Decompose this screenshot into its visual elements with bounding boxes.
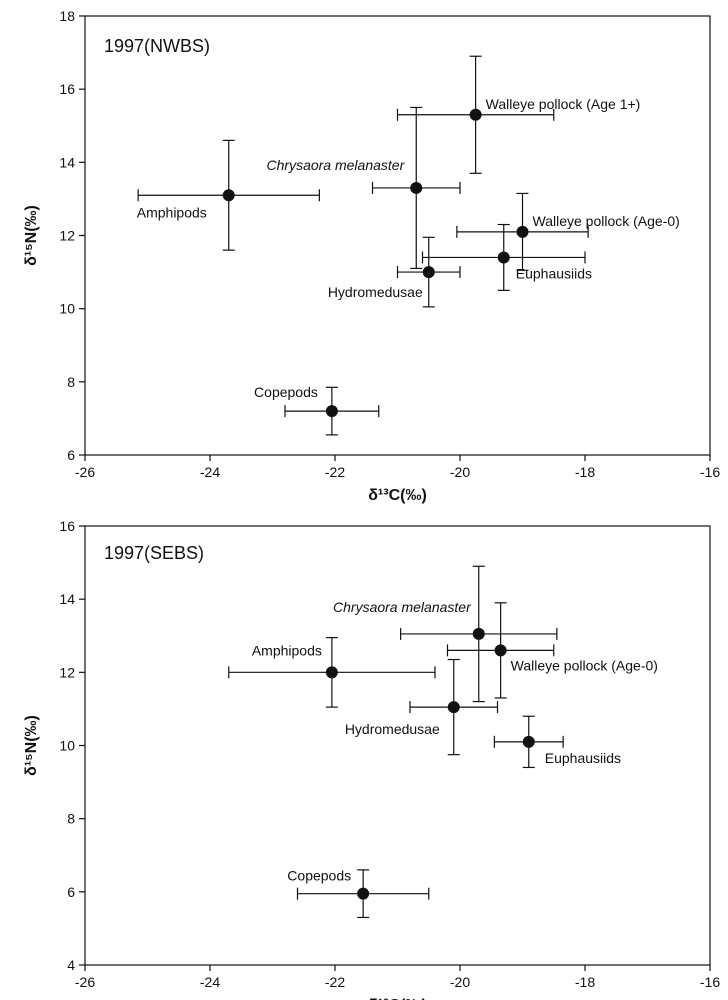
panel-2: 1997(SEBS) -26 -24 -22 -20 -18 -16 4 6 8 10 12 14 16 δ… xyxy=(23,518,720,1000)
data-point-copepods: Copepods xyxy=(254,384,380,436)
y-tick-label: 12 xyxy=(59,664,75,680)
point-label: Euphausiids xyxy=(545,750,621,766)
x-tick-label: -20 xyxy=(450,974,470,990)
y-tick-label: 18 xyxy=(59,8,75,24)
point-label: Walleye pollock (Age 1+) xyxy=(486,96,641,112)
marker xyxy=(422,266,435,279)
y-tick-label: 6 xyxy=(67,447,75,463)
point-label: Chrysaora melanaster xyxy=(267,157,406,173)
panel-title: 1997(SEBS) xyxy=(104,543,204,563)
panel-1: 1997(NWBS) -26 -24 -22 -20 -18 -16 6 8 10 12 14 16 18… xyxy=(23,8,720,504)
y-tick-label: 16 xyxy=(59,81,75,97)
data-point-hydromedusae: Hydromedusae xyxy=(345,658,499,756)
marker xyxy=(357,887,370,900)
x-axis-title: δ¹³C(‰) xyxy=(368,997,427,1000)
y-tick-label: 10 xyxy=(59,738,75,754)
x-axis-title: δ¹³C(‰) xyxy=(368,487,427,504)
y-tick-label: 16 xyxy=(59,518,75,534)
data-point-chrysaora-melanaster: Chrysaora melanaster xyxy=(333,565,558,703)
marker xyxy=(222,189,235,202)
x-tick-label: -22 xyxy=(325,974,345,990)
data-point-hydromedusae: Hydromedusae xyxy=(328,236,461,308)
point-label: Amphipods xyxy=(137,204,207,220)
data-point-amphipods: Amphipods xyxy=(137,139,320,251)
marker xyxy=(472,627,485,640)
point-label: Copepods xyxy=(287,868,351,884)
marker xyxy=(469,108,482,121)
y-axis-title: δ¹⁵N(‰) xyxy=(23,715,40,776)
y-tick-label: 12 xyxy=(59,228,75,244)
x-tick-label: -26 xyxy=(75,464,95,480)
data-point-euphausiids: Euphausiids xyxy=(421,223,592,291)
data-point-copepods: Copepods xyxy=(287,868,430,919)
x-tick-label: -18 xyxy=(575,974,595,990)
y-tick-label: 8 xyxy=(67,374,75,390)
marker xyxy=(325,405,338,418)
data-point-euphausiids: Euphausiids xyxy=(493,715,621,769)
data-point-walleye-pollock-age-0: Walleye pollock (Age-0) xyxy=(446,602,658,699)
marker xyxy=(522,735,535,748)
marker xyxy=(516,225,529,238)
y-tick-label: 4 xyxy=(67,957,75,973)
point-label: Amphipods xyxy=(252,642,322,658)
panel-title: 1997(NWBS) xyxy=(104,36,210,56)
data-point-amphipods: Amphipods xyxy=(228,636,436,708)
x-tick-label: -24 xyxy=(200,974,220,990)
x-tick-label: -22 xyxy=(325,464,345,480)
point-label: Copepods xyxy=(254,384,318,400)
data-point-chrysaora-melanaster: Chrysaora melanaster xyxy=(267,106,461,270)
plot-frame xyxy=(84,525,711,966)
y-tick-label: 14 xyxy=(59,591,75,607)
y-tick-label: 6 xyxy=(67,884,75,900)
x-tick-label: -26 xyxy=(75,974,95,990)
data-point-walleye-pollock-age-1: Walleye pollock (Age 1+) xyxy=(396,55,641,174)
y-tick-label: 14 xyxy=(59,154,75,170)
x-tick-label: -24 xyxy=(200,464,220,480)
y-tick-label: 8 xyxy=(67,811,75,827)
point-label: Euphausiids xyxy=(516,265,592,281)
x-tick-label: -16 xyxy=(700,464,720,480)
x-tick-label: -16 xyxy=(700,974,720,990)
x-tick-label: -18 xyxy=(575,464,595,480)
y-tick-label: 10 xyxy=(59,301,75,317)
marker xyxy=(497,251,510,264)
point-label: Walleye pollock (Age-0) xyxy=(533,213,680,229)
plot-frame xyxy=(84,15,711,456)
marker xyxy=(410,181,423,194)
x-tick-label: -20 xyxy=(450,464,470,480)
y-axis-title: δ¹⁵N(‰) xyxy=(23,205,40,266)
data-point-walleye-pollock-age-0: Walleye pollock (Age-0) xyxy=(456,192,680,271)
marker xyxy=(447,701,460,714)
point-label: Chrysaora melanaster xyxy=(333,599,472,615)
point-label: Walleye pollock (Age-0) xyxy=(511,657,658,673)
point-label: Hydromedusae xyxy=(345,721,440,737)
point-label: Hydromedusae xyxy=(328,284,423,300)
marker xyxy=(494,644,507,657)
marker xyxy=(325,666,338,679)
